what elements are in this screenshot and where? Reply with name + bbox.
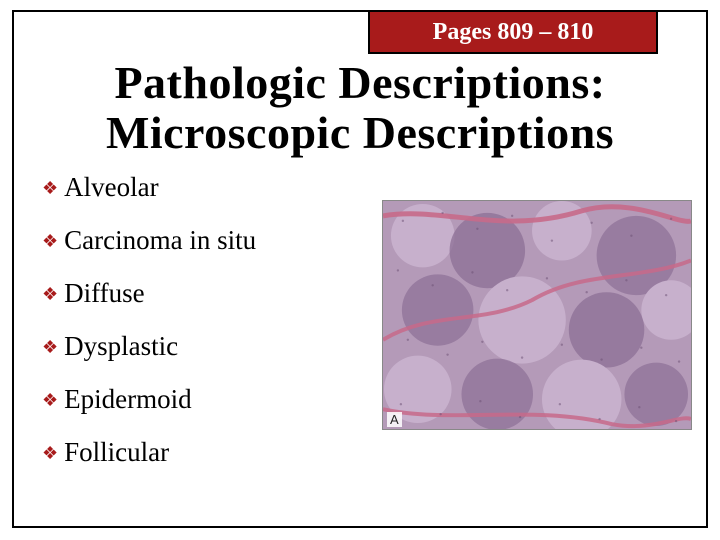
item-text: Epidermoid: [64, 386, 191, 413]
page-badge: Pages 809 – 810: [368, 10, 658, 54]
diamond-bullet-icon: ❖: [42, 179, 58, 197]
item-text: Dysplastic: [64, 333, 178, 360]
list-item: ❖ Epidermoid: [42, 386, 372, 413]
item-text: Follicular: [64, 439, 169, 466]
histology-panel-label: A: [387, 412, 402, 427]
page-badge-text: Pages 809 – 810: [433, 19, 594, 46]
list-item: ❖ Follicular: [42, 439, 372, 466]
title-line-2: Microscopic Descriptions: [22, 108, 698, 158]
slide-title: Pathologic Descriptions: Microscopic Des…: [14, 58, 706, 157]
list-item: ❖ Carcinoma in situ: [42, 227, 372, 254]
bullet-list: ❖ Alveolar ❖ Carcinoma in situ ❖ Diffuse…: [42, 174, 372, 492]
histology-image: A: [382, 200, 692, 430]
title-line-1: Pathologic Descriptions:: [22, 58, 698, 108]
item-text: Carcinoma in situ: [64, 227, 256, 254]
list-item: ❖ Alveolar: [42, 174, 372, 201]
diamond-bullet-icon: ❖: [42, 391, 58, 409]
slide-frame: Pages 809 – 810 Pathologic Descriptions:…: [12, 10, 708, 528]
item-text: Diffuse: [64, 280, 145, 307]
diamond-bullet-icon: ❖: [42, 232, 58, 250]
list-item: ❖ Dysplastic: [42, 333, 372, 360]
histology-svg: [383, 201, 691, 429]
diamond-bullet-icon: ❖: [42, 285, 58, 303]
list-item: ❖ Diffuse: [42, 280, 372, 307]
diamond-bullet-icon: ❖: [42, 338, 58, 356]
item-text: Alveolar: [64, 174, 158, 201]
diamond-bullet-icon: ❖: [42, 444, 58, 462]
